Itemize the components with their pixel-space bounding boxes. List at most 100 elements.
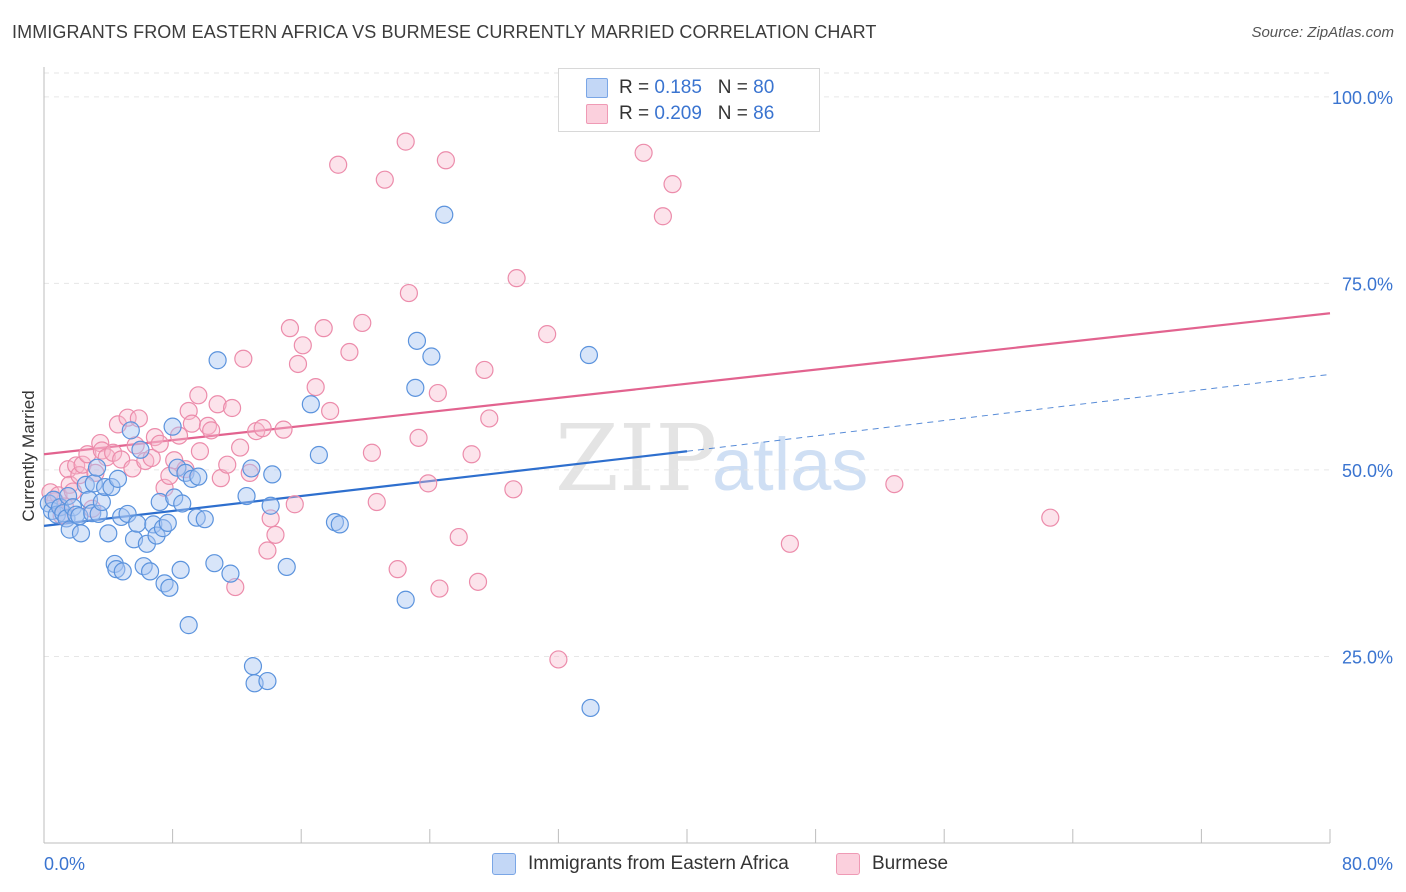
correlation-legend: R = 0.185 N = 80 R = 0.209 N = 86: [558, 68, 820, 132]
legend-n-label: N =: [717, 103, 754, 124]
legend-swatch-blue: [586, 78, 608, 98]
eastern-africa-point: [59, 486, 78, 506]
eastern-africa-point: [171, 560, 190, 580]
burmese-point: [321, 401, 340, 421]
eastern-africa-point: [301, 395, 320, 414]
tick-labels: 25.0% 50.0% 75.0% 100.0% 0.0% 80.0%: [44, 88, 1393, 874]
eastern-africa-point: [330, 515, 349, 534]
eastern-africa-point: [435, 205, 454, 224]
legend-r-value: 0.185: [654, 77, 702, 98]
legend-n-value: 80: [753, 77, 775, 98]
burmese-point: [226, 577, 245, 597]
zipatlas-watermark: ZIP atlas: [555, 405, 868, 512]
eastern-africa-trend-line-extension: [686, 373, 1331, 452]
eastern-africa-trend-line: [43, 450, 688, 527]
eastern-africa-point: [113, 562, 132, 581]
burmese-point: [253, 419, 272, 438]
burmese-point: [399, 283, 419, 303]
burmese-point: [306, 378, 325, 397]
eastern-africa-point: [87, 458, 107, 477]
eastern-africa-point: [153, 519, 173, 538]
eastern-africa-point: [131, 440, 150, 459]
eastern-africa-point: [44, 490, 63, 509]
burmese-point: [475, 360, 494, 380]
legend-item-eastern-africa[interactable]: Immigrants from Eastern Africa: [492, 852, 789, 876]
eastern-africa-point: [407, 331, 427, 350]
watermark-zip: ZIP: [555, 405, 717, 512]
eastern-africa-point: [179, 616, 198, 635]
burmese-point: [222, 398, 242, 418]
burmese-point: [388, 560, 407, 579]
burmese-point: [280, 319, 300, 338]
burmese-point: [293, 336, 312, 355]
legend-swatch-pink: [586, 104, 608, 124]
burmese-point: [885, 475, 904, 494]
burmese-point: [449, 527, 468, 547]
x-tick-label: 0.0%: [44, 854, 85, 874]
legend-row-burmese: R = 0.209 N = 86: [586, 102, 774, 126]
burmese-point: [480, 409, 499, 428]
burmese-point: [274, 420, 293, 439]
burmese-point: [362, 443, 382, 462]
burmese-point: [329, 155, 348, 174]
burmese-point: [367, 492, 386, 512]
eastern-africa-point: [263, 465, 282, 484]
burmese-point: [653, 207, 672, 226]
eastern-africa-point: [208, 351, 227, 370]
eastern-africa-point: [195, 510, 214, 529]
eastern-africa-point: [406, 378, 425, 397]
legend-row-eastern-africa: R = 0.185 N = 80: [586, 76, 775, 100]
legend-n-label: N =: [717, 77, 754, 98]
eastern-africa-point: [243, 657, 263, 676]
legend-r-value: 0.209: [654, 103, 702, 124]
chart-title: IMMIGRANTS FROM EASTERN AFRICA VS BURMES…: [12, 22, 877, 42]
burmese-point: [67, 456, 86, 475]
eastern-africa-point: [242, 459, 261, 478]
burmese-point: [409, 428, 428, 447]
burmese-point: [504, 480, 523, 499]
x-tick-label: 80.0%: [1342, 854, 1393, 874]
burmese-point: [285, 495, 304, 514]
burmese-point: [468, 572, 488, 591]
burmese-point: [231, 438, 250, 457]
eastern-africa-point: [221, 564, 240, 583]
axes: [43, 67, 1331, 844]
burmese-point: [549, 650, 568, 669]
eastern-africa-point: [92, 492, 111, 512]
burmese-point: [538, 325, 557, 344]
data-points: [39, 132, 1060, 718]
legend-label: Immigrants from Eastern Africa: [528, 853, 789, 874]
watermark-atlas: atlas: [712, 423, 868, 506]
eastern-africa-point: [158, 513, 177, 533]
y-tick-label: 75.0%: [1342, 274, 1393, 294]
legend-r-label: R =: [619, 103, 655, 124]
eastern-africa-point: [258, 671, 277, 691]
burmese-point: [189, 386, 208, 405]
burmese-point: [208, 395, 227, 414]
trend-lines: [43, 312, 1331, 527]
burmese-point: [155, 478, 174, 497]
eastern-africa-point: [163, 417, 182, 436]
burmese-point: [436, 151, 455, 170]
burmese-point: [462, 445, 481, 464]
burmese-point: [396, 132, 415, 151]
eastern-africa-point: [160, 578, 179, 597]
burmese-point: [663, 175, 682, 194]
y-axis-label: Currently Married: [19, 390, 38, 521]
burmese-trend-line: [43, 312, 1331, 456]
burmese-point: [182, 414, 201, 433]
eastern-africa-point: [237, 486, 256, 506]
burmese-point: [234, 349, 253, 368]
burmese-point: [150, 434, 169, 453]
eastern-africa-point: [89, 504, 108, 524]
eastern-africa-point: [99, 524, 118, 543]
eastern-africa-point: [325, 513, 345, 532]
burmese-point: [314, 319, 333, 338]
legend-item-burmese[interactable]: Burmese: [836, 852, 948, 876]
burmese-point: [70, 466, 89, 485]
eastern-africa-point: [108, 469, 128, 488]
eastern-africa-point: [205, 554, 224, 573]
burmese-point: [190, 442, 210, 461]
eastern-africa-point: [95, 477, 115, 497]
